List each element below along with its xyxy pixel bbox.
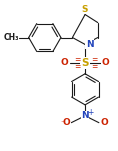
Text: S: S: [81, 58, 89, 68]
Text: O: O: [102, 58, 110, 67]
Text: O: O: [61, 58, 68, 67]
Text: =: =: [74, 55, 80, 64]
Text: N: N: [86, 40, 93, 49]
Text: ⁻: ⁻: [61, 119, 65, 128]
Text: +: +: [87, 108, 93, 117]
Text: =: =: [74, 62, 80, 71]
Text: S: S: [82, 5, 88, 14]
Text: =: =: [91, 55, 97, 64]
Text: N: N: [81, 111, 89, 120]
Text: CH₃: CH₃: [3, 33, 19, 42]
Text: O: O: [100, 118, 108, 127]
Text: O: O: [62, 118, 70, 127]
Text: =: =: [91, 62, 97, 71]
